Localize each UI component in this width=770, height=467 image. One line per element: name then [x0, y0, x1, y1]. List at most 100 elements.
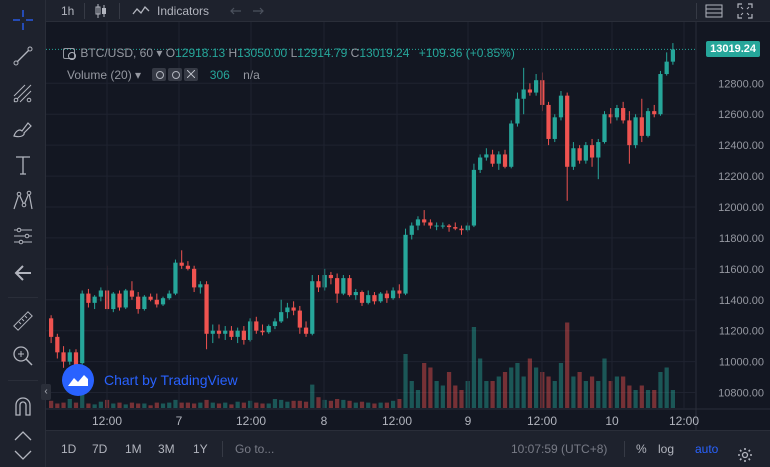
volume-bar: [478, 358, 483, 408]
ruler-icon[interactable]: [6, 306, 40, 336]
top-toolbar: 1h Indicators: [0, 0, 770, 22]
settings-icon[interactable]: [168, 68, 183, 81]
lock-drawings-icon[interactable]: [6, 428, 40, 450]
toolbar-divider: [119, 3, 120, 19]
range-1m-button[interactable]: 1M: [125, 442, 142, 456]
volume-bar: [80, 393, 85, 408]
price-chart[interactable]: 12800.00 12600.00 12400.00 12200.00 12000.00…: [46, 22, 770, 430]
crosshair-icon[interactable]: [6, 5, 40, 35]
close-key: C: [350, 46, 360, 60]
volume-bar: [521, 376, 526, 408]
volume-bar: [266, 403, 271, 408]
volume-bar: [67, 399, 72, 408]
layout-icon[interactable]: [705, 3, 723, 19]
candle-body: [602, 114, 607, 143]
range-7d-button[interactable]: 7D: [92, 442, 108, 456]
brush-icon[interactable]: [6, 114, 40, 144]
price-axis-label: 12600.00: [718, 109, 764, 121]
candle-body: [440, 225, 445, 227]
volume-label[interactable]: Volume (20): [67, 68, 132, 82]
goto-button[interactable]: Go to...: [235, 442, 275, 456]
price-axis-label: 12200.00: [718, 171, 764, 183]
range-1d-button[interactable]: 1D: [61, 442, 77, 456]
auto-toggle[interactable]: auto: [695, 442, 719, 456]
volume-bar: [98, 401, 103, 408]
range-3m-button[interactable]: 3M: [158, 442, 175, 456]
candle-body: [552, 117, 557, 139]
symbol-label[interactable]: BTC/USD, 60: [80, 46, 154, 60]
bottom-toolbar: 1D 7D 1M 3M 1Y Go to... 10:07:59 (UTC+8)…: [46, 430, 770, 467]
candle-body: [185, 265, 191, 269]
volume-bar: [279, 399, 284, 408]
volume-bar: [303, 401, 309, 408]
gear-icon[interactable]: [737, 441, 753, 462]
volume-bar: [341, 399, 346, 408]
magnet-icon[interactable]: [6, 392, 40, 422]
candle-body: [272, 321, 278, 327]
volume-bar: [608, 381, 613, 408]
candle-body: [589, 145, 595, 158]
collapse-toolbar-button[interactable]: ‹: [41, 384, 51, 400]
time-axis-label: 7: [176, 414, 183, 428]
volume-bar: [366, 402, 371, 408]
candle-body: [235, 330, 240, 337]
price-axis-label: 11800.00: [719, 233, 764, 245]
volume-bar: [639, 385, 644, 408]
candle-body: [558, 95, 564, 118]
candle-body: [80, 293, 85, 364]
fullscreen-icon[interactable]: [737, 3, 753, 19]
tradingview-watermark[interactable]: Chart by TradingView: [62, 364, 238, 396]
candle-body: [670, 49, 676, 62]
volume-bar: [61, 402, 66, 408]
candle-body: [92, 296, 97, 303]
volume-bar: [453, 385, 458, 408]
undo-icon[interactable]: [229, 3, 243, 19]
clock-display[interactable]: 10:07:59 (UTC+8): [511, 442, 608, 456]
candle-body: [639, 117, 644, 136]
range-1y-button[interactable]: 1Y: [193, 442, 208, 456]
volume-bar: [49, 400, 54, 408]
remove-icon[interactable]: [184, 68, 199, 81]
tradingview-logo-icon: [62, 364, 94, 396]
volume-bar: [204, 399, 209, 408]
toolbar-divider: [8, 380, 38, 381]
volume-bar: [627, 385, 632, 408]
volume-bar: [378, 402, 383, 408]
volume-bar: [565, 322, 570, 408]
candle-body: [179, 262, 184, 266]
candle-body: [148, 296, 153, 300]
interval-selector[interactable]: 1h: [61, 4, 75, 18]
prediction-tool-icon[interactable]: [6, 221, 40, 251]
volume-bar: [471, 327, 477, 408]
text-tool-icon[interactable]: [6, 150, 40, 180]
candlestick-chart[interactable]: 12800.00 12600.00 12400.00 12200.00 12000.00…: [46, 22, 770, 430]
volume-dropdown-icon[interactable]: ▾: [135, 68, 142, 82]
volume-legend: Volume (20) ▾ 306 n/a: [67, 68, 260, 82]
candle-body: [223, 330, 228, 334]
time-axis-label: 12:00: [669, 414, 699, 428]
volume-bar: [328, 400, 334, 408]
volume-bar: [645, 390, 651, 408]
visibility-icon[interactable]: [152, 68, 167, 81]
back-arrow-icon[interactable]: [6, 258, 40, 288]
candle-body: [415, 219, 421, 226]
candle-style-icon[interactable]: [94, 3, 108, 19]
log-toggle[interactable]: log: [658, 442, 675, 456]
zoom-in-icon[interactable]: [6, 341, 40, 371]
volume-bar: [502, 372, 508, 408]
volume-bar: [297, 400, 302, 408]
chevron-down-icon[interactable]: [6, 446, 40, 466]
time-axis-label: 9: [465, 414, 472, 428]
candle-body: [142, 296, 147, 310]
symbol-dropdown-icon[interactable]: ▾: [156, 46, 163, 60]
pattern-tool-icon[interactable]: [6, 186, 40, 216]
trend-line-icon[interactable]: [6, 41, 40, 71]
percent-toggle[interactable]: %: [636, 442, 647, 456]
indicators-button[interactable]: Indicators: [157, 4, 210, 18]
redo-icon[interactable]: [251, 3, 265, 19]
volume-bar: [142, 403, 147, 408]
time-axis-label: 12:00: [236, 414, 266, 428]
symbol-settings-icon[interactable]: [63, 48, 76, 60]
candle-body: [471, 169, 477, 226]
fib-tools-icon[interactable]: [6, 79, 40, 109]
